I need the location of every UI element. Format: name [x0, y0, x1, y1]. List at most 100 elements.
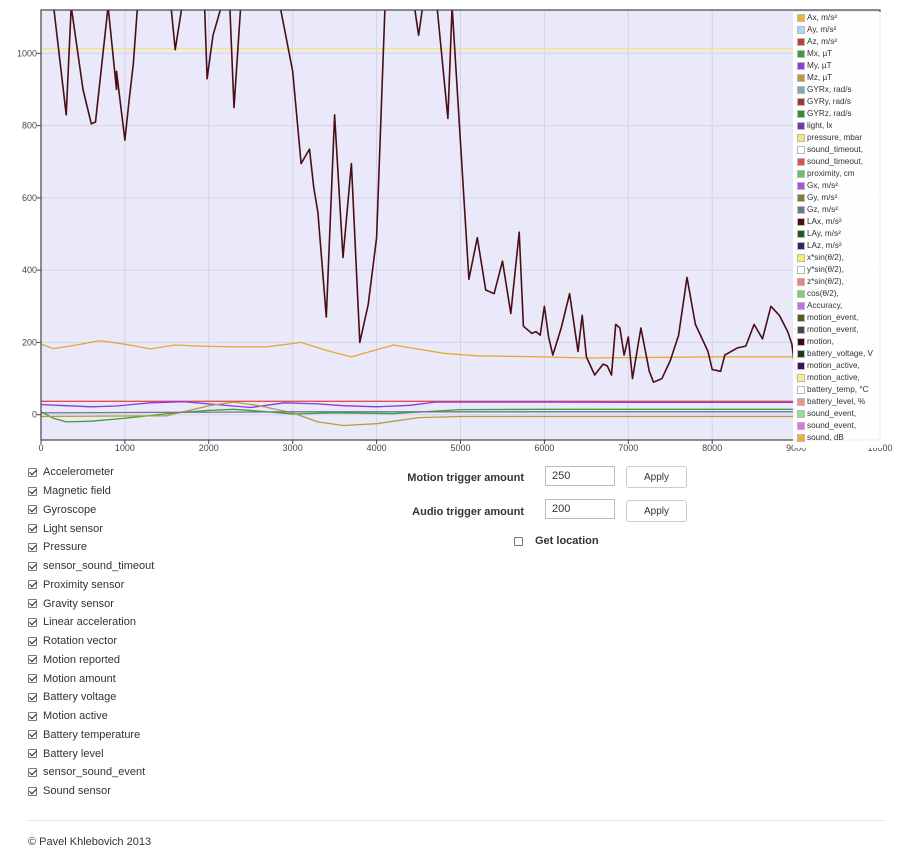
legend-item: LAx, m/s²	[793, 216, 883, 228]
sensor-label: Magnetic field	[43, 485, 111, 498]
motion-apply-button[interactable]: Apply	[626, 466, 687, 488]
y-tick-label: 1000	[17, 48, 37, 58]
audio-apply-button[interactable]: Apply	[626, 500, 687, 522]
x-tick-label: 4000	[367, 443, 387, 453]
sensor-checkbox[interactable]	[28, 749, 37, 759]
legend-label: LAz, m/s²	[807, 241, 842, 250]
series-line	[41, 411, 797, 414]
sensor-option[interactable]: Gravity sensor	[28, 594, 154, 613]
get-location-checkbox[interactable]	[514, 536, 523, 546]
legend-item: sound_timeout,	[793, 144, 883, 156]
sensor-option[interactable]: Accelerometer	[28, 463, 154, 482]
legend-item: motion_event,	[793, 312, 883, 324]
sensor-option[interactable]: Motion active	[28, 707, 154, 726]
get-location-row[interactable]: Get location	[514, 535, 599, 547]
sensor-label: Pressure	[43, 541, 88, 554]
sensor-checkbox[interactable]	[28, 505, 37, 515]
legend-swatch	[797, 206, 805, 214]
sensor-option[interactable]: Pressure	[28, 538, 154, 557]
legend-item: motion_event,	[793, 324, 883, 336]
sensor-checkbox[interactable]	[28, 467, 37, 477]
legend-swatch	[797, 278, 805, 286]
x-tick-label: 1000	[115, 443, 135, 453]
legend-label: Accuracy,	[807, 301, 843, 310]
sensor-checkbox[interactable]	[28, 580, 37, 590]
sensor-option[interactable]: sensor_sound_event	[28, 763, 154, 782]
sensor-checkbox[interactable]	[28, 636, 37, 646]
legend-label: Mx, µT	[807, 49, 833, 58]
legend-label: motion_event,	[807, 325, 859, 334]
sensor-checkbox[interactable]	[28, 655, 37, 665]
legend-item: LAy, m/s²	[793, 228, 883, 240]
sensor-label: Gravity sensor	[43, 597, 114, 610]
legend-swatch	[797, 194, 805, 202]
sensor-checkbox[interactable]	[28, 617, 37, 627]
legend-label: motion_active,	[807, 373, 860, 382]
sensor-checkbox[interactable]	[28, 730, 37, 740]
legend-swatch	[797, 434, 805, 442]
sensor-option[interactable]: Motion reported	[28, 651, 154, 670]
sensor-checkbox[interactable]	[28, 599, 37, 609]
legend-label: GYRz, rad/s	[807, 109, 852, 118]
sensor-label: Gyroscope	[43, 503, 97, 516]
legend-swatch	[797, 338, 805, 346]
sensor-option[interactable]: Battery temperature	[28, 726, 154, 745]
legend-swatch	[797, 314, 805, 322]
legend-swatch	[797, 74, 805, 82]
legend-label: sound_event,	[807, 409, 857, 418]
sensor-label: Accelerometer	[43, 466, 114, 479]
sensor-checkbox[interactable]	[28, 561, 37, 571]
sensor-option[interactable]: Rotation vector	[28, 632, 154, 651]
sensor-option[interactable]: sensor_sound_timeout	[28, 557, 154, 576]
sensor-option[interactable]: Battery voltage	[28, 688, 154, 707]
sensor-option[interactable]: Sound sensor	[28, 782, 154, 801]
legend-label: proximity, cm	[807, 169, 855, 178]
sensor-checkbox[interactable]	[28, 542, 37, 552]
sensor-checkbox[interactable]	[28, 692, 37, 702]
legend-swatch	[797, 398, 805, 406]
legend-swatch	[797, 98, 805, 106]
legend-item: Gz, m/s²	[793, 204, 883, 216]
sensor-option[interactable]: Gyroscope	[28, 501, 154, 520]
sensor-option[interactable]: Battery level	[28, 744, 154, 763]
sensor-checkbox[interactable]	[28, 767, 37, 777]
legend-swatch	[797, 302, 805, 310]
legend-swatch	[797, 62, 805, 70]
audio-trigger-label: Audio trigger amount	[412, 506, 524, 518]
legend-item: Mx, µT	[793, 48, 883, 60]
series-line	[41, 339, 797, 359]
legend-item: motion_active,	[793, 372, 883, 384]
x-tick-label: 6000	[534, 443, 554, 453]
sensor-checkbox[interactable]	[28, 674, 37, 684]
legend-swatch	[797, 242, 805, 250]
sensor-option[interactable]: Linear acceleration	[28, 613, 154, 632]
legend-label: My, µT	[807, 61, 832, 70]
sensor-option[interactable]: Motion amount	[28, 669, 154, 688]
legend-label: z*sin(θ/2),	[807, 277, 844, 286]
audio-trigger-input[interactable]	[545, 499, 615, 519]
legend-swatch	[797, 362, 805, 370]
sensor-option[interactable]: Magnetic field	[28, 482, 154, 501]
sensor-checkbox[interactable]	[28, 786, 37, 796]
sensor-option[interactable]: Light sensor	[28, 519, 154, 538]
legend-swatch	[797, 14, 805, 22]
sensor-label: sensor_sound_event	[43, 766, 146, 779]
legend-item: GYRz, rad/s	[793, 108, 883, 120]
legend-swatch	[797, 146, 805, 154]
legend-label: Mz, µT	[807, 73, 833, 82]
sensor-label: Battery temperature	[43, 728, 141, 741]
sensor-option[interactable]: Proximity sensor	[28, 576, 154, 595]
legend-swatch	[797, 290, 805, 298]
legend-label: LAx, m/s²	[807, 217, 842, 226]
legend-label: sound_timeout,	[807, 157, 863, 166]
series-line	[53, 10, 801, 384]
sensor-checkbox[interactable]	[28, 524, 37, 534]
sensor-checkbox[interactable]	[28, 711, 37, 721]
sensor-label: Battery voltage	[43, 691, 117, 704]
legend-label: Ay, m/s²	[807, 25, 837, 34]
legend-item: Ay, m/s²	[793, 24, 883, 36]
legend-item: sound_timeout,	[793, 156, 883, 168]
sensor-checkbox[interactable]	[28, 486, 37, 496]
legend-label: Az, m/s²	[807, 37, 838, 46]
motion-trigger-input[interactable]	[545, 466, 615, 486]
